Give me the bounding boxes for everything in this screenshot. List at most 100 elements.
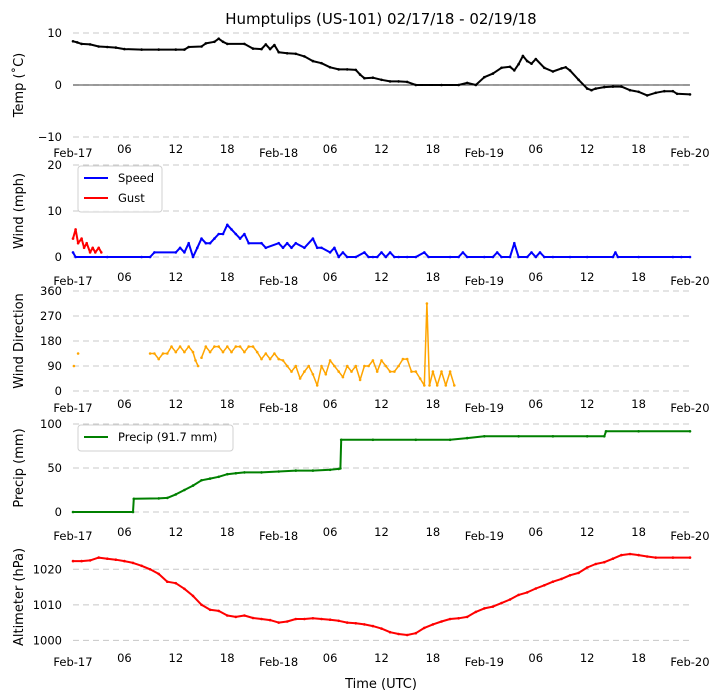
data-point [273,352,276,355]
data-point [491,72,495,75]
data-point [328,66,332,69]
data-point [564,66,567,69]
data-point [191,350,195,354]
data-point [217,475,220,479]
data-point [221,350,225,354]
data-point [341,375,345,379]
data-point [663,89,666,93]
x-tick-label: Feb-19 [465,401,504,415]
data-point [238,345,242,348]
data-point [440,370,443,373]
data-point [444,384,448,387]
data-point [71,559,75,563]
data-point [654,91,657,95]
x-tick-label: Feb-17 [53,401,92,415]
data-point [191,594,195,598]
data-point [174,251,178,254]
x-tick-label: 06 [323,142,338,156]
x-tick-label: Feb-18 [259,655,298,669]
x-tick-label: 12 [580,651,595,665]
x-tick-label: 12 [169,651,184,665]
series-line [73,553,690,636]
x-tick-label: Feb-20 [670,655,709,669]
data-point [603,435,606,438]
data-point [620,553,623,557]
data-point [140,48,143,51]
data-point [187,241,190,245]
data-point [72,364,76,368]
data-point [285,241,289,245]
x-tick-label: Feb-18 [259,529,298,543]
data-point [290,370,293,373]
series-line [73,430,690,513]
chart-title: Humptulips (US-101) 02/17/18 - 02/19/18 [225,10,536,28]
y-axis-label: Precip (mm) [12,428,27,507]
data-point [620,85,623,88]
x-tick-label: 12 [169,525,184,539]
data-point [285,364,289,368]
data-point [97,246,100,250]
data-point [260,47,263,51]
x-tick-label: 12 [374,397,389,411]
data-point [217,609,220,613]
data-point [196,364,200,368]
data-point [123,47,126,51]
x-tick-label: 12 [580,270,595,284]
data-point [153,251,156,254]
data-point [307,364,311,368]
x-tick-label: 18 [220,525,235,539]
data-point [431,370,435,373]
data-point [337,68,341,71]
data-point [140,564,143,568]
data-point [363,251,366,254]
data-point [517,593,520,597]
x-tick-label: Feb-20 [670,274,709,288]
data-point [320,364,323,368]
data-point [208,608,212,612]
data-point [594,87,597,90]
data-point [431,623,435,626]
y-tick-label: 0 [55,250,62,264]
data-point [80,559,83,563]
series-line [72,228,103,254]
data-point [285,620,289,623]
data-point [560,577,563,581]
data-point [513,69,516,72]
x-tick-label: 06 [528,142,543,156]
x-tick-label: 12 [169,142,184,156]
data-point [465,615,469,619]
data-point [393,255,396,259]
panel-altimeter: 1000 1010 1020 Altimeter (hPa) Feb-17 06 12 18 F… [12,548,710,669]
data-point [345,68,349,71]
x-axis-label: Time (UTC) [344,677,417,692]
data-point [397,632,400,636]
data-point [345,621,349,624]
data-point [423,626,426,630]
data-point [320,61,323,65]
x-tick-label: Feb-20 [670,146,709,160]
data-point [414,438,418,442]
data-point [204,241,208,245]
data-point [367,364,370,368]
data-point [328,468,332,472]
data-point [166,580,169,583]
data-point [427,255,430,259]
data-point [204,345,208,348]
data-point [354,364,358,368]
data-point [577,571,580,575]
data-point [315,246,319,250]
data-point [277,470,281,473]
data-point [654,556,657,559]
x-tick-label: 12 [580,525,595,539]
data-point [611,255,615,259]
data-point [375,255,379,259]
data-point [76,241,80,245]
data-point [393,370,396,373]
data-point [255,350,259,354]
data-point [311,373,315,376]
data-point [483,75,486,79]
data-point [268,357,272,361]
data-point [448,617,452,621]
data-point [397,364,400,368]
data-point [131,561,135,565]
